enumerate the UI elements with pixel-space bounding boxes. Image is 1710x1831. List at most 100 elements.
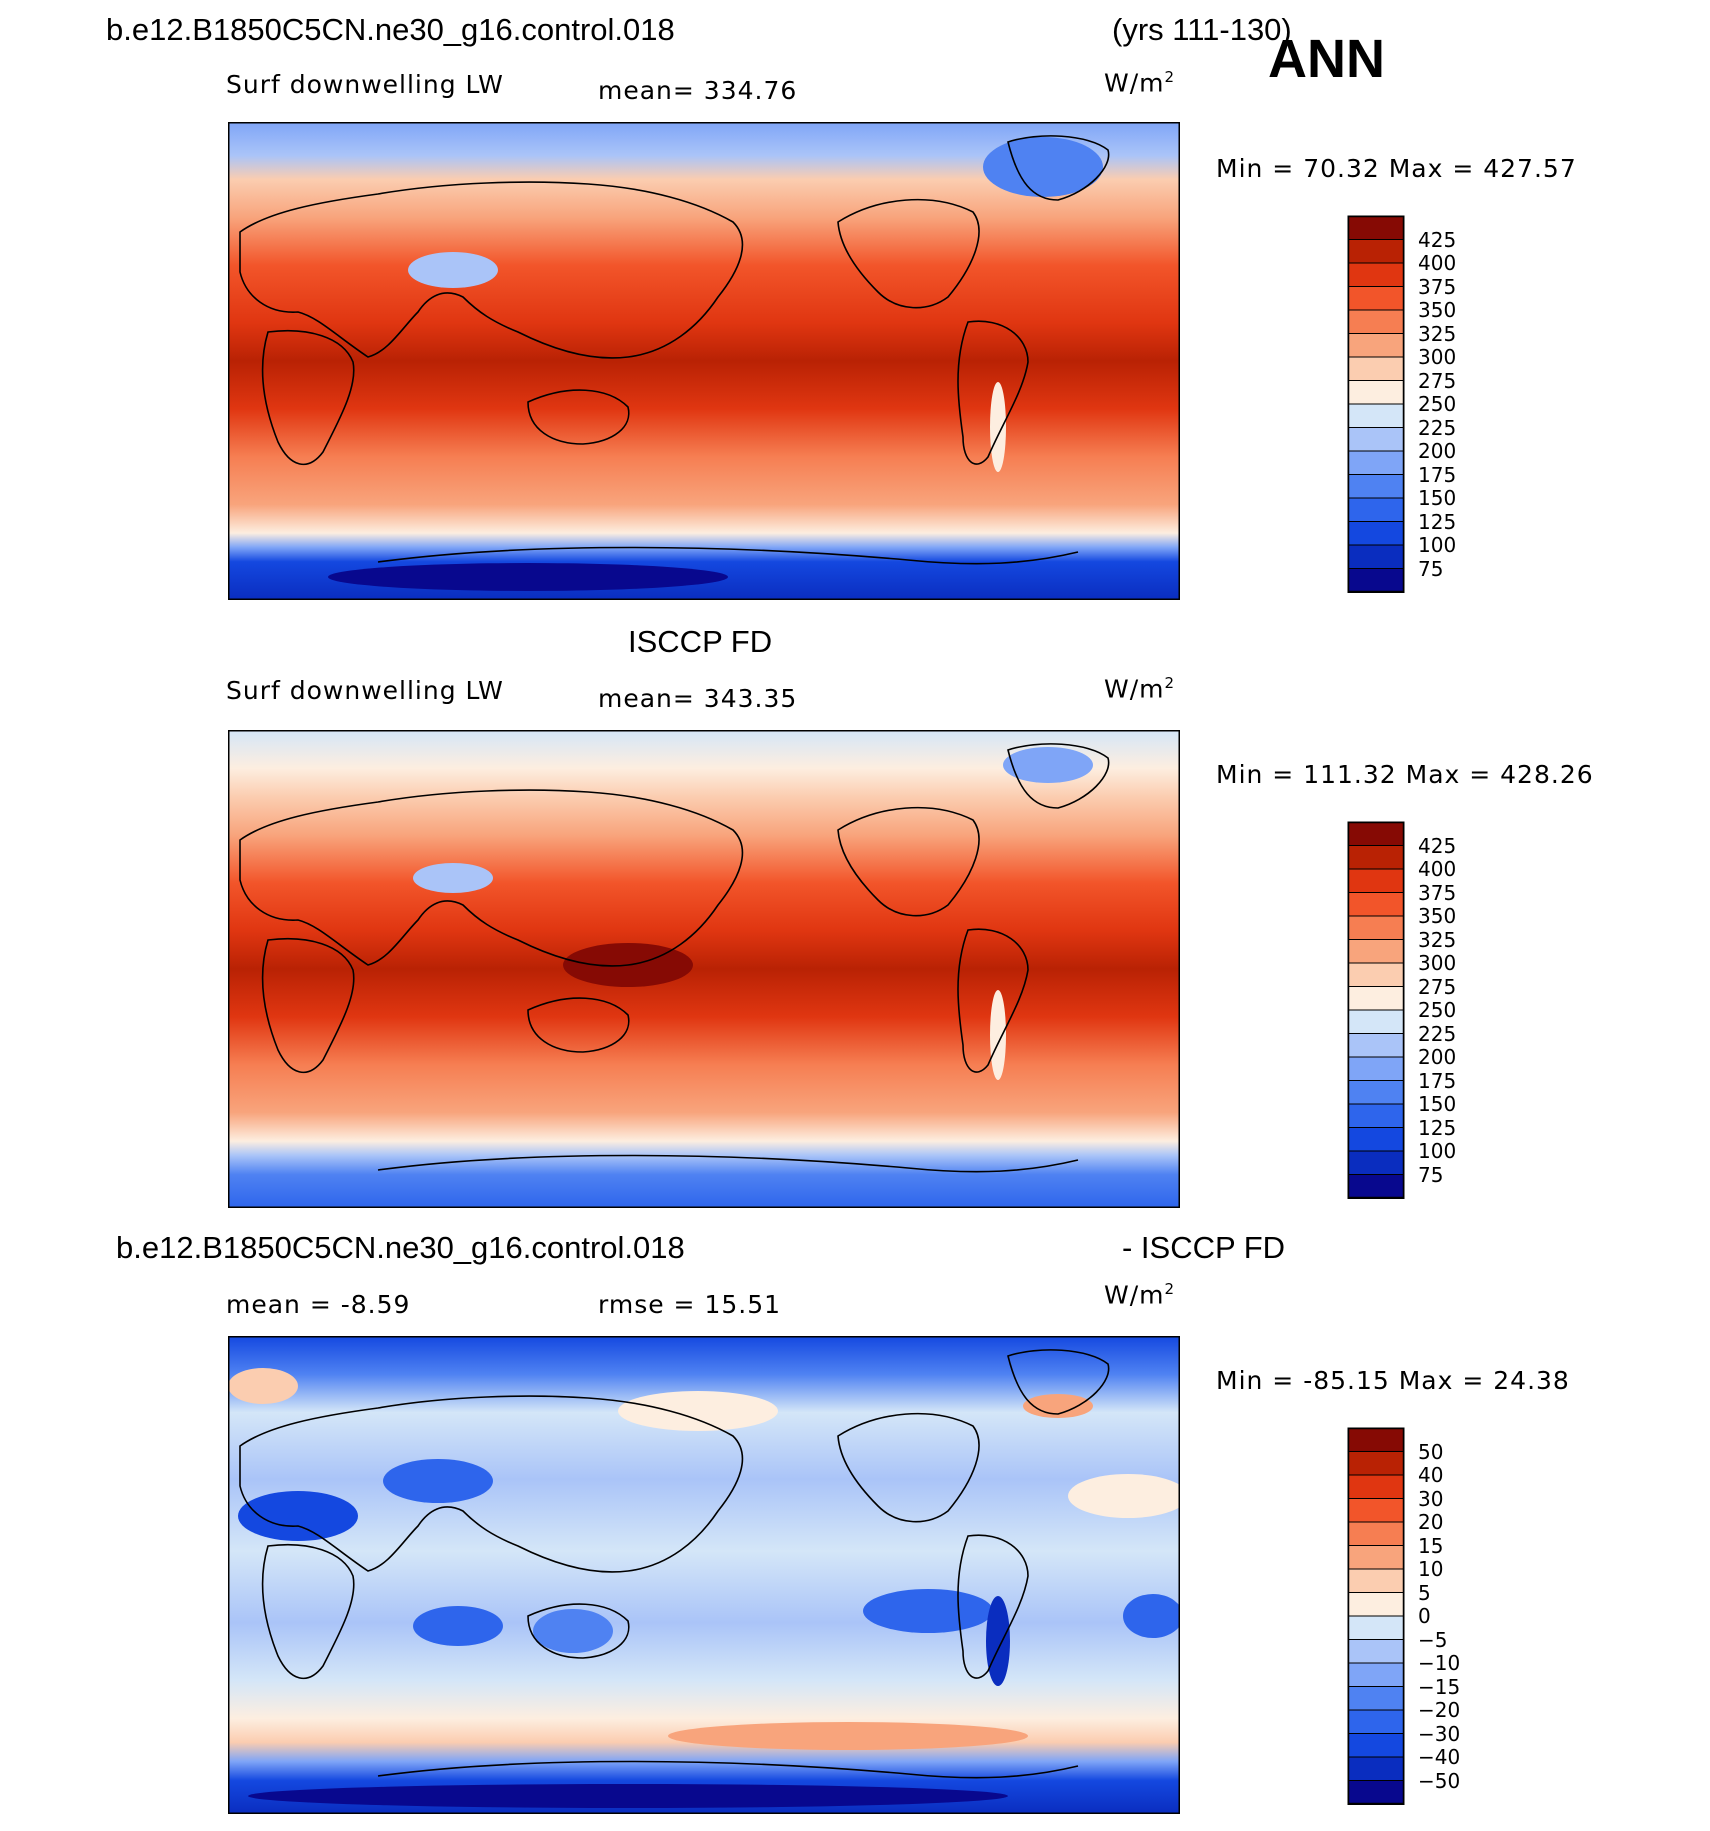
panel2-units: W/m2 — [1104, 674, 1176, 704]
colorbar-tick-label: −20 — [1418, 1698, 1461, 1722]
colorbar-tick-label: −5 — [1418, 1627, 1448, 1652]
colorbar-tick-label: 425 — [1418, 227, 1457, 252]
panel2-variable: Surf downwelling LW — [226, 676, 504, 705]
colorbar-swatch — [1347, 1568, 1405, 1594]
panel1-tibet-low — [408, 252, 498, 288]
colorbar-tick-label: 125 — [1418, 509, 1457, 534]
colorbar-swatch — [1347, 1733, 1405, 1758]
colorbar-swatch — [1347, 1498, 1405, 1523]
colorbar-swatch — [1347, 1009, 1405, 1035]
panel3-frame — [228, 1336, 1180, 1814]
case-title: b.e12.B1850C5CN.ne30_g16.control.018 — [106, 12, 675, 47]
colorbar-swatch — [1347, 1056, 1405, 1082]
colorbar-swatch — [1347, 1033, 1405, 1058]
panel1-colorbar — [1347, 215, 1405, 593]
panel3-natlantic-warm — [1068, 1474, 1180, 1518]
colorbar-swatch — [1347, 1780, 1405, 1805]
colorbar-tick-label: −50 — [1418, 1768, 1461, 1793]
panel3-npacific-warm — [618, 1391, 778, 1431]
panel3-andes-low — [986, 1596, 1010, 1686]
colorbar-swatch — [1347, 521, 1405, 546]
colorbar-tick-label: 175 — [1418, 1068, 1457, 1093]
colorbar-tick-label: 15 — [1418, 1533, 1444, 1558]
panel3-australia-low — [533, 1609, 613, 1653]
colorbar-swatch — [1347, 939, 1405, 964]
panel1-map-svg — [228, 122, 1180, 600]
panel1-antarctic-low — [328, 563, 728, 591]
colorbar-swatch — [1347, 403, 1405, 429]
panel1-units: W/m2 — [1104, 68, 1176, 98]
colorbar-swatch — [1347, 1521, 1405, 1547]
panel1-field — [228, 122, 1180, 600]
panel1-variable: Surf downwelling LW — [226, 70, 504, 99]
panel3-antarctic-low — [248, 1784, 1008, 1808]
colorbar-swatch — [1347, 427, 1405, 452]
colorbar-swatch — [1347, 868, 1405, 894]
colorbar-swatch — [1347, 1756, 1405, 1782]
colorbar-swatch — [1347, 892, 1405, 917]
colorbar-tick-label: 75 — [1418, 556, 1444, 581]
colorbar-swatch — [1347, 915, 1405, 941]
panel2-colorbar — [1347, 821, 1405, 1199]
panel2-minmax: Min = 111.32 Max = 428.26 — [1216, 760, 1594, 789]
colorbar-swatch — [1347, 1103, 1405, 1129]
panel3-southern-warm — [668, 1722, 1028, 1750]
panel3-colorbar — [1347, 1427, 1405, 1805]
colorbar-swatch — [1347, 356, 1405, 382]
colorbar-swatch — [1347, 309, 1405, 335]
panel2-title: ISCCP FD — [628, 624, 773, 659]
colorbar-tick-label: 300 — [1418, 951, 1457, 975]
panel3-map — [228, 1336, 1180, 1814]
colorbar-swatch — [1347, 1127, 1405, 1152]
panel1-mean: mean= 334.76 — [598, 76, 798, 105]
colorbar-tick-label: 0 — [1418, 1604, 1431, 1628]
colorbar-swatch — [1347, 1662, 1405, 1688]
colorbar-tick-label: 30 — [1418, 1486, 1444, 1511]
colorbar-tick-label: 200 — [1418, 1045, 1457, 1069]
colorbar-tick-label: 5 — [1418, 1580, 1431, 1605]
colorbar-tick-label: −10 — [1418, 1651, 1461, 1675]
panel3-epacific-low — [863, 1589, 993, 1633]
panel3-map-svg — [228, 1336, 1180, 1814]
colorbar-swatch — [1347, 1709, 1405, 1735]
panel2-mean: mean= 343.35 — [598, 684, 798, 713]
colorbar-tick-label: 100 — [1418, 533, 1457, 557]
colorbar-tick-label: −40 — [1418, 1745, 1461, 1769]
colorbar-tick-label: 400 — [1418, 251, 1457, 275]
colorbar-tick-label: 250 — [1418, 998, 1457, 1022]
colorbar-tick-label: 225 — [1418, 415, 1457, 440]
colorbar-swatch — [1347, 474, 1405, 499]
colorbar-svg — [1347, 821, 1405, 1199]
colorbar-tick-label: 275 — [1418, 974, 1457, 999]
colorbar-tick-label: 350 — [1418, 298, 1457, 322]
colorbar-tick-label: 325 — [1418, 321, 1457, 346]
panel1-greenland-low — [983, 137, 1103, 197]
colorbar-swatch — [1347, 380, 1405, 405]
colorbar-tick-label: −30 — [1418, 1721, 1461, 1746]
colorbar-tick-label: 350 — [1418, 904, 1457, 928]
panel2-andes-low — [990, 990, 1006, 1080]
panel3-greenland-warm — [1023, 1394, 1093, 1418]
panel2-greenland-low — [1003, 747, 1093, 783]
colorbar-tick-label: 375 — [1418, 274, 1457, 299]
colorbar-tick-label: 40 — [1418, 1463, 1444, 1487]
panel2-map — [228, 730, 1180, 1208]
panel3-title-right: - ISCCP FD — [1122, 1230, 1286, 1265]
panel1-andes-low — [990, 382, 1006, 472]
colorbar-swatch — [1347, 1639, 1405, 1664]
colorbar-swatch — [1347, 845, 1405, 870]
colorbar-swatch — [1347, 286, 1405, 311]
colorbar-swatch — [1347, 986, 1405, 1011]
colorbar-tick-label: 425 — [1418, 833, 1457, 858]
colorbar-tick-label: 400 — [1418, 857, 1457, 881]
years-label: (yrs 111-130) — [1112, 12, 1292, 47]
panel3-minmax: Min = -85.15 Max = 24.38 — [1216, 1366, 1570, 1395]
panel3-coastlines — [239, 1349, 1110, 1779]
panel3-tibet-low — [383, 1459, 493, 1503]
colorbar-swatch — [1347, 1427, 1405, 1453]
colorbar-swatch — [1347, 1615, 1405, 1641]
colorbar-tick-label: 50 — [1418, 1439, 1444, 1464]
panel3-satlantic-low — [1123, 1594, 1180, 1638]
colorbar-svg — [1347, 215, 1405, 593]
colorbar-tick-label: −15 — [1418, 1674, 1461, 1699]
